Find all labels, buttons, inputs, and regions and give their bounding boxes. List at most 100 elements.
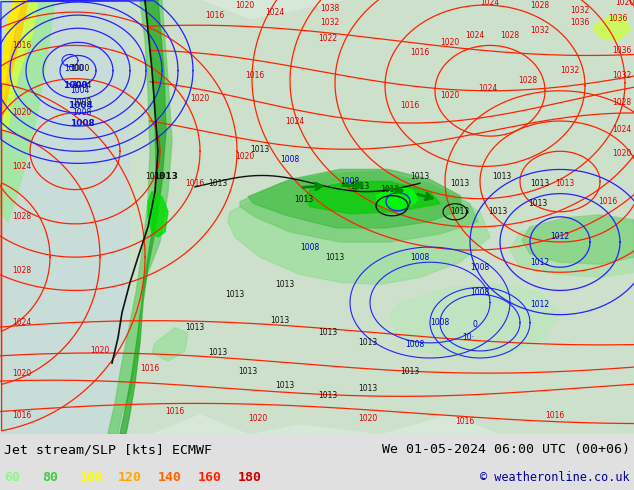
Text: 1000: 1000	[64, 64, 84, 73]
Text: 1024: 1024	[481, 0, 500, 6]
Text: 1013: 1013	[325, 253, 345, 262]
Text: 1004: 1004	[68, 101, 93, 110]
Text: 1020: 1020	[190, 95, 210, 103]
Text: 1020: 1020	[235, 0, 255, 9]
Polygon shape	[148, 192, 168, 237]
Text: 1000: 1000	[63, 81, 87, 90]
Text: 1013: 1013	[238, 367, 257, 376]
Text: 1020: 1020	[13, 108, 32, 118]
Text: 1028: 1028	[531, 0, 550, 9]
Text: 1013: 1013	[351, 182, 370, 191]
Text: 1022: 1022	[318, 34, 337, 43]
Text: 1013: 1013	[250, 145, 269, 154]
Text: 1013: 1013	[401, 367, 420, 376]
Polygon shape	[130, 0, 634, 434]
Text: 120: 120	[118, 471, 142, 485]
Text: 1013: 1013	[358, 384, 378, 393]
Text: 1024: 1024	[479, 84, 498, 93]
Text: 1024: 1024	[13, 162, 32, 171]
Text: 1013: 1013	[318, 391, 338, 400]
Polygon shape	[594, 15, 630, 40]
Text: 1036: 1036	[612, 46, 631, 55]
Polygon shape	[305, 181, 440, 214]
Text: 1016: 1016	[455, 417, 475, 426]
Polygon shape	[120, 0, 166, 434]
Text: 1013: 1013	[318, 328, 338, 337]
Text: 1004: 1004	[70, 86, 89, 95]
Polygon shape	[0, 0, 28, 121]
Text: 1020: 1020	[612, 149, 631, 158]
Text: 1020: 1020	[235, 152, 255, 161]
Text: 1016: 1016	[13, 411, 32, 420]
Text: 60: 60	[4, 471, 20, 485]
Text: 1032: 1032	[571, 5, 590, 15]
Text: 1013: 1013	[450, 179, 470, 188]
Text: 1020: 1020	[441, 91, 460, 100]
Text: © weatheronline.co.uk: © weatheronline.co.uk	[481, 471, 630, 485]
Text: 1013: 1013	[531, 179, 550, 188]
Text: 1024: 1024	[13, 318, 32, 327]
Text: 1028: 1028	[13, 212, 32, 221]
Text: 1012: 1012	[550, 232, 569, 242]
Polygon shape	[248, 170, 462, 228]
Text: 1000: 1000	[70, 64, 89, 73]
Text: 1020: 1020	[13, 368, 32, 378]
Text: 1008: 1008	[405, 341, 425, 349]
Text: 1032: 1032	[531, 26, 550, 35]
Text: 160: 160	[198, 471, 222, 485]
Text: 1013: 1013	[270, 316, 290, 325]
Text: 1008: 1008	[410, 253, 430, 262]
Text: 1020: 1020	[441, 38, 460, 47]
Text: 1016: 1016	[185, 179, 205, 188]
Text: 1013: 1013	[275, 381, 295, 390]
Text: 1013: 1013	[153, 172, 178, 181]
Text: 1008: 1008	[72, 98, 92, 107]
Text: 1016: 1016	[545, 411, 565, 420]
Text: 1036: 1036	[608, 14, 628, 23]
Text: 1028: 1028	[13, 266, 32, 275]
Text: 1020: 1020	[91, 346, 110, 355]
Text: 1013: 1013	[450, 207, 470, 216]
Text: 1013: 1013	[410, 172, 430, 181]
Text: 1008: 1008	[72, 108, 92, 118]
Text: 1024: 1024	[465, 31, 484, 40]
Polygon shape	[0, 0, 38, 136]
Text: 1016: 1016	[165, 407, 184, 416]
Text: 1013: 1013	[528, 199, 548, 208]
Text: 1013: 1013	[358, 339, 378, 347]
Text: 1024: 1024	[266, 8, 285, 17]
Text: We 01-05-2024 06:00 UTC (00+06): We 01-05-2024 06:00 UTC (00+06)	[382, 443, 630, 456]
Text: 1012: 1012	[531, 300, 550, 309]
Text: 1038: 1038	[320, 3, 340, 13]
Polygon shape	[522, 215, 634, 264]
Polygon shape	[228, 176, 490, 284]
Text: 1028: 1028	[612, 98, 631, 107]
Text: 1013: 1013	[488, 207, 508, 216]
Text: 1008: 1008	[280, 155, 300, 164]
Text: 180: 180	[238, 471, 262, 485]
Text: 1016: 1016	[205, 11, 224, 20]
Text: 1032: 1032	[320, 18, 340, 26]
Text: 1013: 1013	[185, 323, 205, 332]
Polygon shape	[240, 172, 478, 242]
Polygon shape	[510, 217, 634, 277]
Text: 1028: 1028	[519, 76, 538, 85]
Text: 1013: 1013	[209, 348, 228, 358]
Text: 1016: 1016	[410, 48, 430, 57]
Text: 1028: 1028	[500, 31, 519, 40]
Text: 1008: 1008	[301, 243, 320, 251]
Text: 1016: 1016	[140, 364, 160, 372]
Text: 1016: 1016	[401, 101, 420, 110]
Text: 1008: 1008	[70, 119, 94, 127]
Text: 1016: 1016	[13, 41, 32, 50]
Text: 1013: 1013	[209, 179, 228, 188]
Polygon shape	[376, 188, 418, 210]
Text: 0: 0	[472, 320, 477, 329]
Text: 1020: 1020	[616, 0, 634, 6]
Polygon shape	[0, 0, 55, 222]
Text: 1013: 1013	[493, 172, 512, 181]
Text: 80: 80	[42, 471, 58, 485]
Text: 1020: 1020	[358, 414, 378, 423]
Text: 1012: 1012	[380, 185, 399, 194]
Text: 1013: 1013	[275, 280, 295, 289]
